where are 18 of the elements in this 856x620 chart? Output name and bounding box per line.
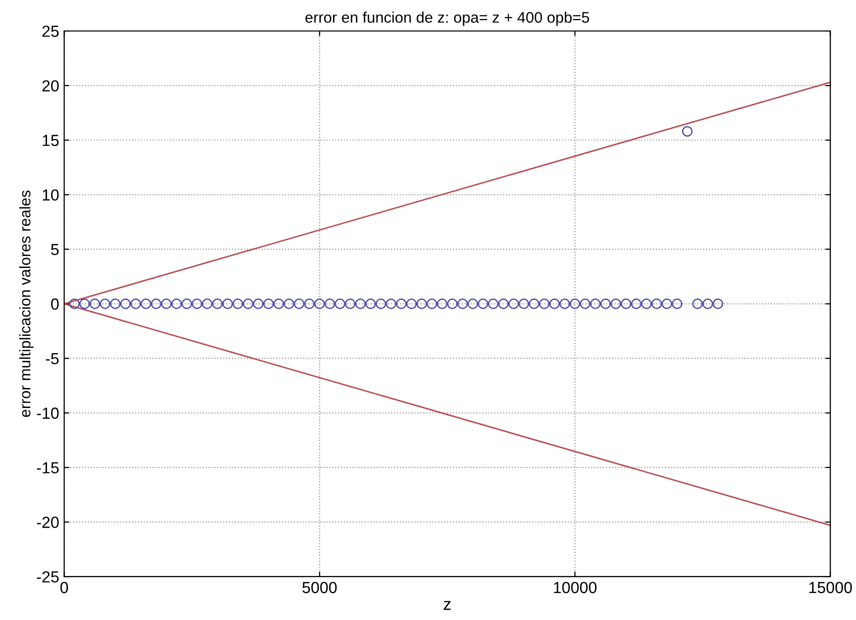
- y-tick-label: -15: [36, 462, 59, 474]
- y-axis-title: error multiplicacion valores reales: [19, 190, 34, 417]
- y-tick-label: 0: [51, 298, 59, 310]
- y-tick-label: 25: [42, 26, 59, 37]
- y-tick-label: -10: [36, 408, 59, 419]
- chart-title: error en funcion de z: opa= z + 400 opb=5: [305, 12, 590, 26]
- x-tick-label: 10000: [554, 582, 597, 594]
- x-tick-label: 15000: [809, 582, 852, 594]
- y-tick-label: 20: [42, 80, 59, 92]
- x-axis-title: z: [444, 601, 451, 610]
- y-tick-label: 5: [51, 244, 59, 256]
- y-tick-label: -20: [36, 516, 59, 528]
- y-tick-label: 10: [42, 189, 59, 201]
- y-tick-label: -25: [36, 571, 59, 583]
- x-tick-label: 0: [60, 582, 68, 594]
- y-tick-label: 15: [42, 134, 59, 146]
- x-tick-label: 5000: [302, 582, 337, 594]
- y-tick-label: -5: [46, 353, 59, 364]
